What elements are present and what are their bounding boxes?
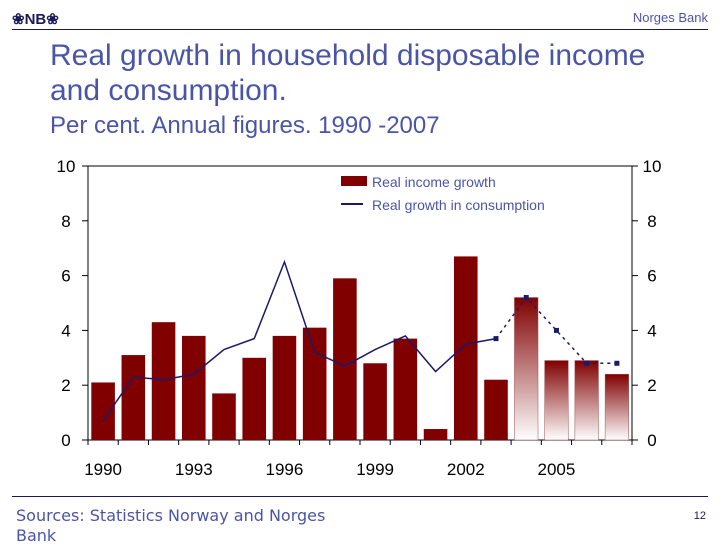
consumption-line (102, 259, 497, 422)
bar (484, 379, 508, 440)
y-tick-label-left: 0 (61, 431, 70, 450)
bar-projection (574, 360, 599, 441)
page-number: 12 (693, 510, 706, 522)
consumption-point (584, 360, 590, 366)
x-tick-label: 1993 (175, 460, 213, 479)
bar (242, 357, 267, 440)
legend-swatch-bar (341, 176, 367, 186)
header-divider (12, 29, 708, 30)
bar (272, 335, 297, 440)
y-tick-label-left: 6 (61, 267, 70, 286)
x-tick-label: 1999 (356, 460, 394, 479)
bar (423, 429, 448, 440)
x-tick-label: 2005 (538, 460, 576, 479)
y-tick-label-left: 4 (61, 321, 70, 340)
y-tick-label-right: 8 (647, 212, 656, 231)
legend-label: Real growth in consumption (372, 197, 545, 213)
y-tick-label-left: 8 (61, 212, 70, 231)
bar-projection (544, 360, 569, 441)
y-tick-label-left: 10 (57, 157, 76, 176)
bar (393, 338, 418, 440)
legend-label: Real income growth (372, 174, 496, 190)
bar (212, 393, 236, 440)
y-tick-label-right: 6 (647, 267, 656, 286)
logo-wing-icon: ❀ (12, 11, 25, 28)
consumption-point (493, 336, 499, 342)
bar (363, 363, 387, 440)
bar (181, 335, 206, 440)
y-tick-label-right: 2 (647, 376, 656, 395)
y-tick-label-right: 0 (647, 431, 656, 450)
sources-note: Sources: Statistics Norway and Norges Ba… (16, 506, 326, 545)
bar (151, 322, 176, 440)
bar (333, 278, 357, 440)
consumption-point (614, 360, 620, 366)
consumption-point (523, 295, 529, 301)
bar-projection (604, 373, 629, 441)
logo-wing-icon: ❀ (46, 11, 59, 28)
y-tick-label-right: 10 (643, 157, 662, 176)
bar (302, 327, 327, 440)
slide-subtitle: Per cent. Annual figures. 1990 -2007 (50, 112, 440, 139)
norges-bank-logo: ❀NB❀ (12, 10, 59, 28)
y-tick-label-left: 2 (61, 376, 70, 395)
x-tick-label: 2002 (447, 460, 485, 479)
y-tick-label-right: 4 (647, 321, 656, 340)
slide-title: Real growth in household disposable inco… (50, 39, 646, 107)
bar (121, 355, 146, 440)
bar-projection (514, 297, 539, 441)
bank-name: Norges Bank (632, 10, 708, 25)
bar (453, 256, 478, 440)
x-tick-label: 1990 (84, 460, 122, 479)
bar (91, 382, 115, 440)
consumption-point (553, 327, 559, 333)
footer-divider (12, 496, 708, 497)
logo-text: NB (24, 11, 47, 28)
x-tick-label: 1996 (266, 460, 304, 479)
